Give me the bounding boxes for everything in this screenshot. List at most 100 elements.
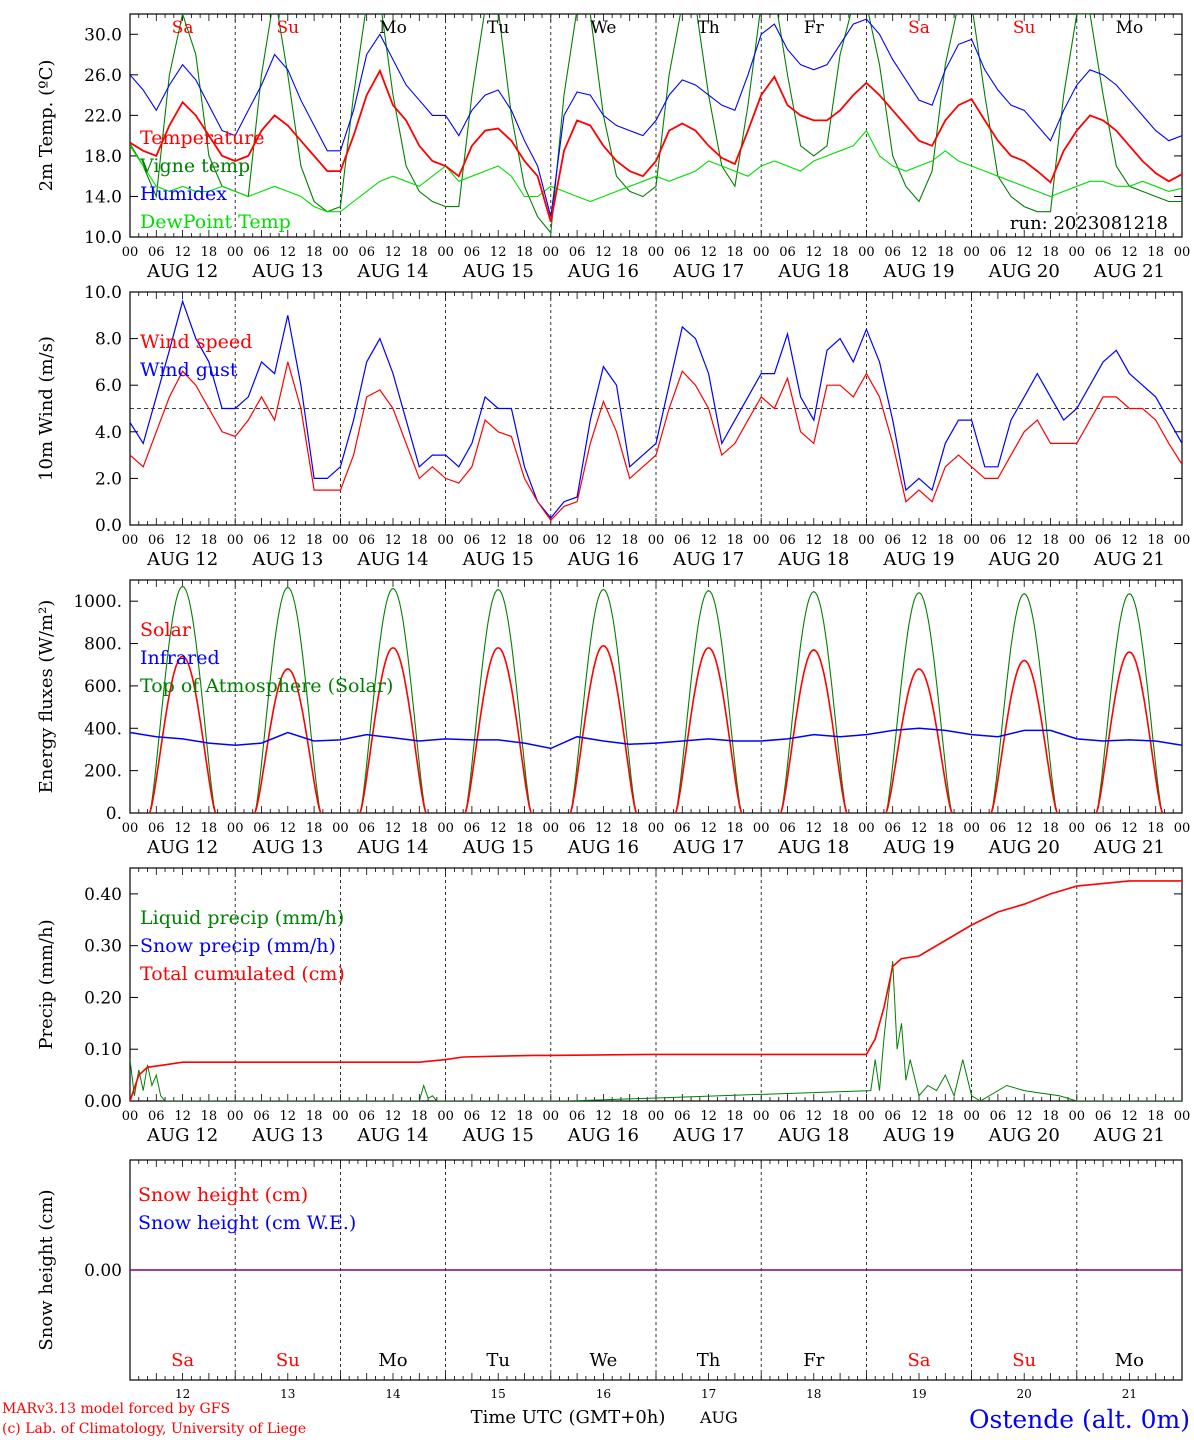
temp-hour-label: 06 (990, 245, 1007, 260)
precip-hour-label: 18 (832, 1109, 849, 1124)
temp-hour-label: 06 (779, 245, 796, 260)
energy-hour-label: 06 (779, 821, 796, 836)
temp-hour-label: 00 (122, 245, 139, 260)
temp-hour-label: 12 (1121, 245, 1138, 260)
precip-hour-label: 00 (543, 1109, 560, 1124)
precip-hour-label: 06 (779, 1109, 796, 1124)
wind-hour-label: 12 (490, 533, 507, 548)
energy-hour-label: 12 (1016, 821, 1033, 836)
temp-hour-label: 00 (1069, 245, 1086, 260)
temp-date-label: AUG 18 (777, 261, 849, 282)
precip-hour-label: 00 (648, 1109, 665, 1124)
energy-solar-line (148, 644, 1164, 813)
energy-hour-label: 12 (280, 821, 297, 836)
energy-hour-label: 06 (990, 821, 1007, 836)
temp-ylabel: 2m Temp. (ºC) (36, 60, 57, 192)
energy-hour-label: 00 (543, 821, 560, 836)
precip-hour-label: 18 (727, 1109, 744, 1124)
wind-hour-label: 18 (1147, 533, 1164, 548)
wind-hour-label: 18 (201, 533, 218, 548)
wind-hour-label: 00 (648, 533, 665, 548)
energy-ytick-label: 0. (106, 804, 122, 824)
temp-legend-item: Temperature (140, 127, 264, 149)
temp-hour-label: 18 (1147, 245, 1164, 260)
energy-hour-label: 12 (1121, 821, 1138, 836)
wind-ylabel: 10m Wind (m/s) (36, 336, 57, 481)
energy-hour-label: 00 (858, 821, 875, 836)
day-number-label: 21 (1122, 1387, 1137, 1401)
precip-ytick-label: 0.40 (84, 885, 122, 905)
temp-hour-label: 18 (832, 245, 849, 260)
energy-hour-label: 06 (884, 821, 901, 836)
day-number-label: 13 (280, 1387, 295, 1401)
precip-hour-label: 18 (306, 1109, 323, 1124)
energy-date-label: AUG 21 (1093, 837, 1165, 858)
precip-hour-label: 06 (884, 1109, 901, 1124)
temp-weekday-label: Fr (804, 18, 825, 38)
snow-weekday-label: Sa (907, 1350, 930, 1371)
precip-date-label: AUG 20 (988, 1125, 1060, 1146)
snow-weekday-label: Th (697, 1350, 721, 1371)
precip-cumulated-line (130, 880, 1182, 1101)
temp-hour-label: 06 (464, 245, 481, 260)
temp-hour-label: 06 (358, 245, 375, 260)
precip-ytick-label: 0.10 (84, 1040, 122, 1060)
energy-hour-label: 06 (674, 821, 691, 836)
precip-hour-label: 12 (806, 1109, 823, 1124)
wind-hour-label: 06 (253, 533, 270, 548)
temp-date-label: AUG 14 (356, 261, 428, 282)
precip-date-label: AUG 17 (672, 1125, 744, 1146)
precip-hour-label: 00 (1174, 1109, 1191, 1124)
temp-hour-label: 00 (332, 245, 349, 260)
wind-hour-label: 12 (806, 533, 823, 548)
wind-ytick-label: 4.0 (95, 423, 122, 443)
day-number-label: 20 (1017, 1387, 1032, 1401)
precip-hour-label: 18 (937, 1109, 954, 1124)
temp-ytick-label: 10.0 (84, 228, 122, 248)
precip-hour-label: 00 (122, 1109, 139, 1124)
temp-hour-label: 18 (937, 245, 954, 260)
temp-hour-label: 00 (227, 245, 244, 260)
temp-ytick-label: 22.0 (84, 106, 122, 126)
energy-ytick-label: 800. (84, 635, 122, 655)
wind-hour-label: 00 (437, 533, 454, 548)
energy-hour-label: 18 (1042, 821, 1059, 836)
precip-hour-label: 06 (569, 1109, 586, 1124)
wind-date-label: AUG 19 (882, 549, 954, 570)
wind-hour-label: 12 (174, 533, 191, 548)
wind-hour-label: 00 (122, 533, 139, 548)
energy-date-label: AUG 15 (462, 837, 534, 858)
temp-hour-label: 12 (700, 245, 717, 260)
energy-hour-label: 00 (437, 821, 454, 836)
precip-ytick-label: 0.20 (84, 988, 122, 1008)
wind-hour-label: 00 (1069, 533, 1086, 548)
wind-ytick-label: 10.0 (84, 283, 122, 303)
temp-date-label: AUG 12 (146, 261, 218, 282)
wind-hour-label: 18 (621, 533, 638, 548)
wind-hour-label: 06 (464, 533, 481, 548)
wind-hour-label: 00 (858, 533, 875, 548)
precip-hour-label: 12 (174, 1109, 191, 1124)
day-number-label: 16 (596, 1387, 611, 1401)
precip-series-group (130, 880, 1182, 1101)
wind-hour-label: 18 (306, 533, 323, 548)
energy-hour-label: 00 (332, 821, 349, 836)
energy-hour-label: 12 (174, 821, 191, 836)
wind-hour-label: 06 (358, 533, 375, 548)
temp-run-label: run: 2023081218 (1010, 213, 1168, 234)
energy-hour-label: 00 (753, 821, 770, 836)
energy-ytick-label: 1000. (73, 592, 122, 612)
precip-ytick-label: 0.30 (84, 937, 122, 957)
day-number-label: 15 (491, 1387, 506, 1401)
snow-weekday-label: Mo (1115, 1350, 1144, 1371)
energy-hour-label: 12 (806, 821, 823, 836)
temp-hour-label: 12 (280, 245, 297, 260)
temp-hour-label: 18 (621, 245, 638, 260)
snow-weekday-label: We (590, 1350, 618, 1371)
precip-hour-label: 06 (1095, 1109, 1112, 1124)
x-axis-label: Time UTC (GMT+0h) (471, 1407, 666, 1428)
station-label: Ostende (alt. 0m) (969, 1405, 1190, 1434)
wind-date-label: AUG 21 (1093, 549, 1165, 570)
